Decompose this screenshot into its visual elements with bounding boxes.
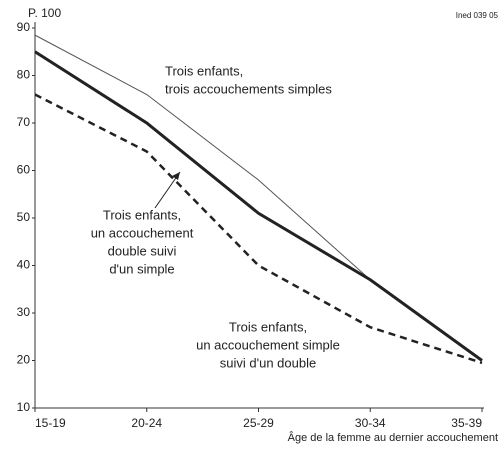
y-tick-label: 90: [17, 20, 31, 34]
y-tick-label: 20: [17, 353, 31, 367]
annotation: un accouchement simple: [196, 337, 340, 352]
x-tick-label: 25-29: [243, 416, 274, 430]
series-line: [34, 50, 483, 362]
x-tick-label: 15-19: [35, 416, 66, 430]
annotation: trois accouchements simples: [165, 81, 332, 96]
y-tick-label: 60: [17, 163, 31, 177]
x-tick-label: 20-24: [131, 416, 162, 430]
annotation: d'un simple: [109, 261, 174, 276]
y-tick-label: 50: [17, 210, 31, 224]
annotation: suivi d'un double: [220, 355, 316, 370]
y-tick-label: 10: [17, 400, 31, 414]
x-tick-label: 35-39: [451, 416, 482, 430]
annotation: un accouchement: [91, 225, 194, 240]
y-tick-label: 40: [17, 258, 31, 272]
y-axis-label: P. 100: [28, 6, 61, 20]
annotation: Trois enfants,: [103, 207, 181, 222]
y-tick-label: 70: [17, 115, 31, 129]
annotation: Trois enfants,: [165, 63, 243, 78]
y-tick-label: 30: [17, 305, 31, 319]
x-tick-label: 30-34: [355, 416, 386, 430]
source: Ined 039 05: [456, 11, 499, 20]
y-tick-label: 80: [17, 68, 31, 82]
annotation: Trois enfants,: [229, 319, 307, 334]
annotation: double suivi: [108, 243, 177, 258]
x-axis-label: Âge de la femme au dernier accouchement: [288, 431, 498, 444]
arrow-head: [172, 172, 180, 180]
